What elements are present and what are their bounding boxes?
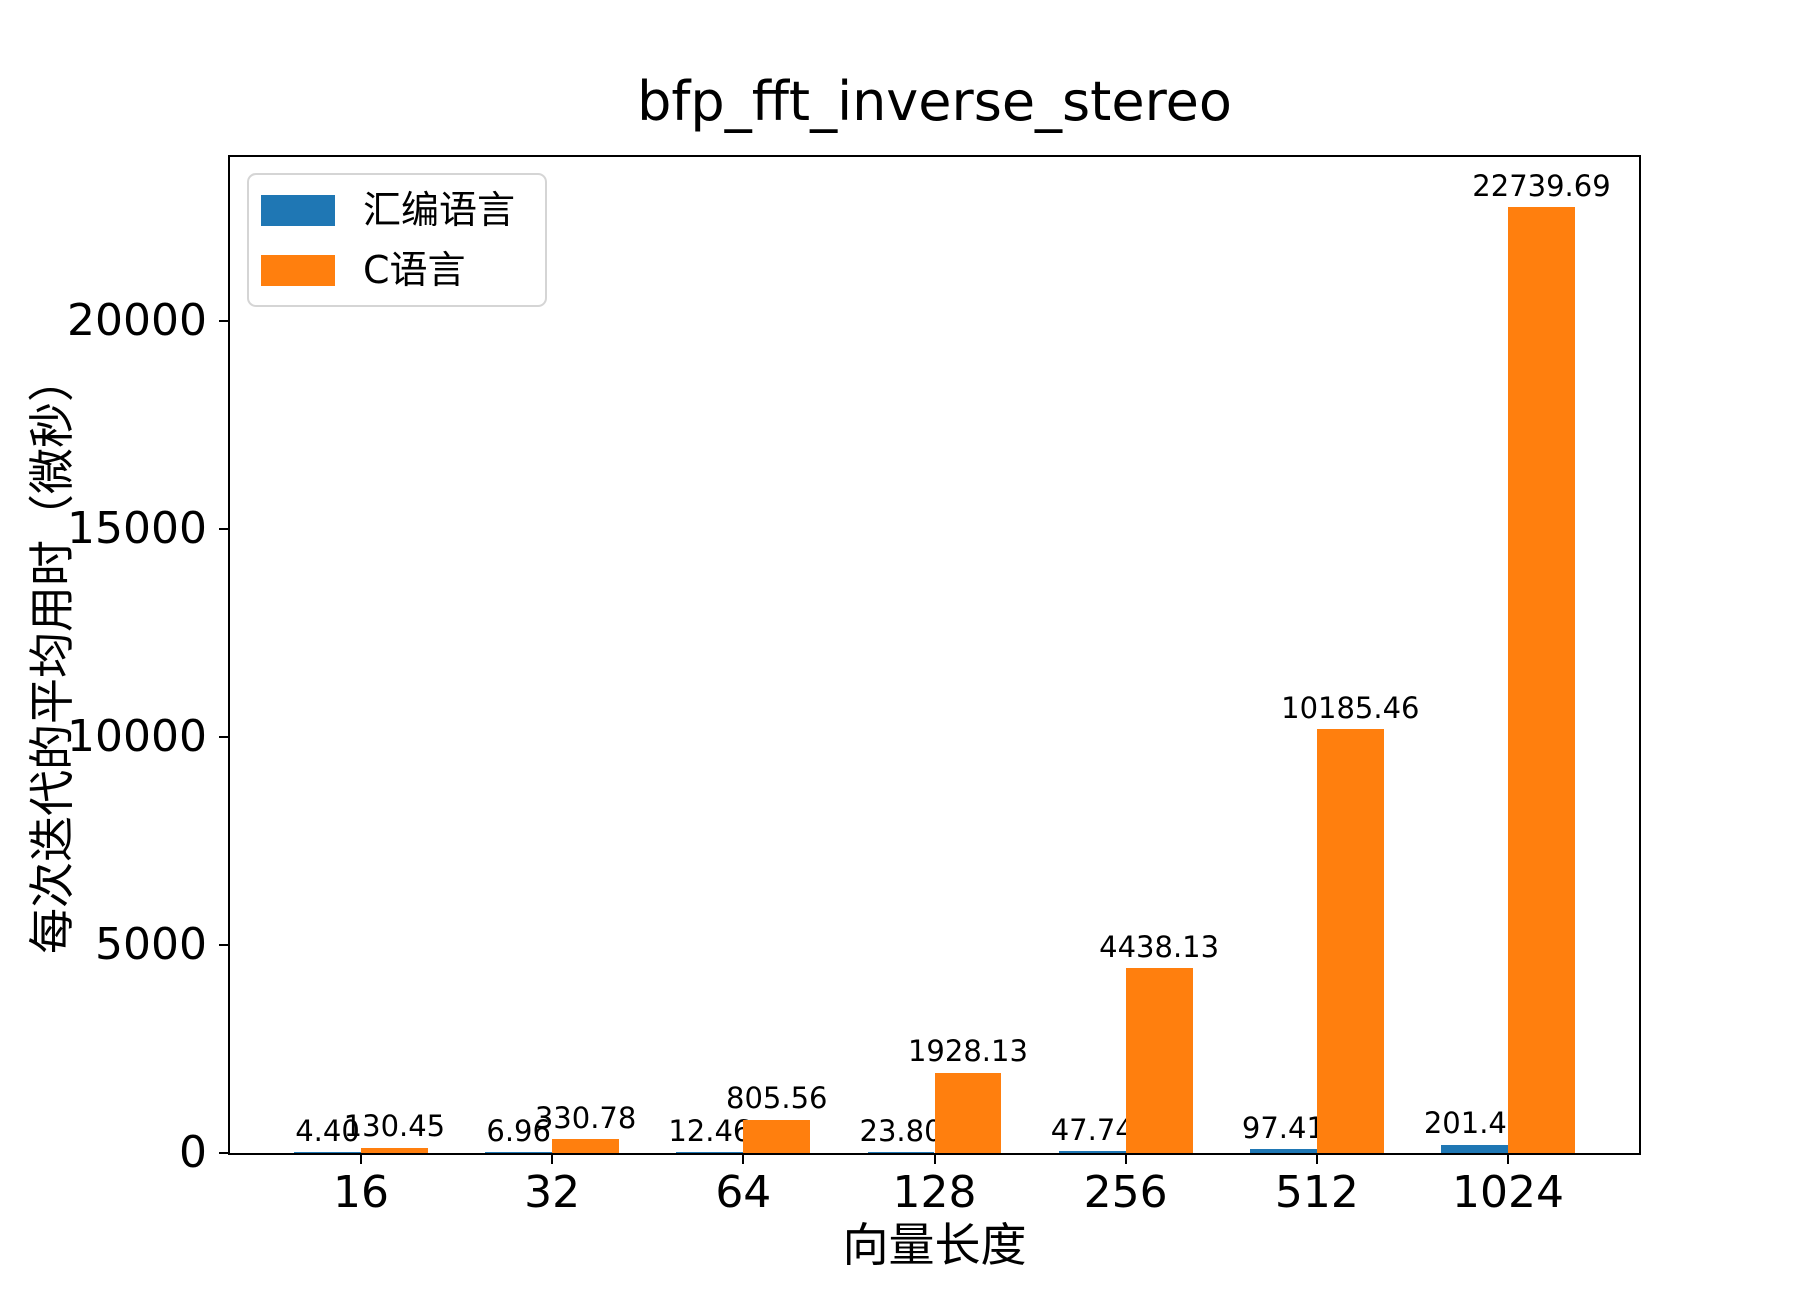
x-tick-label: 256 — [1083, 1167, 1168, 1218]
bar-C语言-256 — [1125, 968, 1193, 1153]
y-tick-label: 15000 — [67, 503, 207, 555]
bar-C语言-1024 — [1508, 207, 1575, 1153]
legend-label-assembly: 汇编语言 — [363, 188, 516, 232]
x-tick-label: 512 — [1274, 1167, 1359, 1218]
legend-item-assembly: 汇编语言 — [261, 191, 515, 229]
legend-label-c: C语言 — [363, 248, 466, 292]
y-tick-label: 20000 — [67, 295, 207, 347]
bar-C语言-128 — [934, 1072, 1002, 1153]
x-tick-mark — [1507, 1155, 1510, 1164]
bar-value-label: 130.45 — [343, 1109, 446, 1144]
bar-value-label: 12.46 — [668, 1113, 752, 1148]
y-tick-label: 5000 — [95, 919, 207, 971]
x-tick-label: 64 — [715, 1167, 772, 1218]
x-tick-label: 32 — [524, 1167, 581, 1218]
x-tick-label: 128 — [892, 1167, 977, 1218]
chart-title: bfp_fft_inverse_stereo — [637, 70, 1232, 133]
bar-C语言-16 — [360, 1147, 428, 1153]
bar-value-label: 4.40 — [295, 1113, 360, 1148]
y-tick-label: 0 — [179, 1127, 207, 1178]
bar-value-label: 6.96 — [486, 1113, 551, 1148]
bar-value-label: 23.80 — [859, 1113, 943, 1148]
bar-汇编语言-1024 — [1441, 1144, 1509, 1153]
plot-area: 汇编语言 C语言 4.40 6.96 12.46 23.80 47.74 97.41 201… — [228, 155, 1641, 1155]
x-tick-label: 1024 — [1452, 1167, 1565, 1218]
bar-value-label: 97.41 — [1241, 1110, 1325, 1145]
bar-汇编语言-64 — [676, 1152, 744, 1153]
bar-汇编语言-256 — [1058, 1151, 1126, 1153]
bar-汇编语言-512 — [1249, 1148, 1317, 1153]
bar-value-label: 22739.69 — [1472, 168, 1611, 203]
x-tick-mark — [1124, 1155, 1127, 1164]
legend-swatch-assembly — [261, 194, 335, 226]
legend: 汇编语言 C语言 — [247, 173, 548, 307]
y-tick-mark — [219, 1152, 228, 1154]
bar-C语言-64 — [743, 1119, 811, 1153]
bar-value-label: 805.56 — [726, 1081, 828, 1116]
bar-value-label: 10185.46 — [1281, 690, 1420, 725]
x-tick-label: 16 — [332, 1167, 389, 1218]
x-tick-mark — [359, 1155, 362, 1164]
y-tick-mark — [219, 528, 228, 531]
bar-value-label: 4438.13 — [1099, 930, 1220, 964]
y-tick-mark — [219, 736, 228, 739]
legend-item-c: C语言 — [261, 251, 515, 289]
bar-汇编语言-16 — [294, 1152, 361, 1153]
y-tick-mark — [219, 944, 228, 947]
y-axis-label: 每次迭代的平均用时（微秒） — [25, 356, 79, 954]
y-tick-label: 10000 — [67, 711, 207, 763]
x-axis-label: 向量长度 — [842, 1218, 1027, 1272]
bar-汇编语言-128 — [867, 1152, 935, 1153]
x-tick-mark — [933, 1155, 936, 1164]
bar-value-label: 47.74 — [1050, 1112, 1134, 1147]
bar-C语言-32 — [552, 1139, 620, 1153]
bar-value-label: 1928.13 — [907, 1034, 1028, 1069]
y-tick-mark — [219, 320, 228, 323]
x-tick-mark — [1315, 1155, 1318, 1164]
bar-C语言-512 — [1316, 729, 1384, 1153]
x-tick-mark — [551, 1155, 554, 1164]
legend-swatch-c — [261, 254, 335, 286]
x-tick-mark — [742, 1155, 745, 1164]
bar-value-label: 330.78 — [534, 1100, 637, 1135]
bar-汇编语言-32 — [485, 1152, 553, 1153]
